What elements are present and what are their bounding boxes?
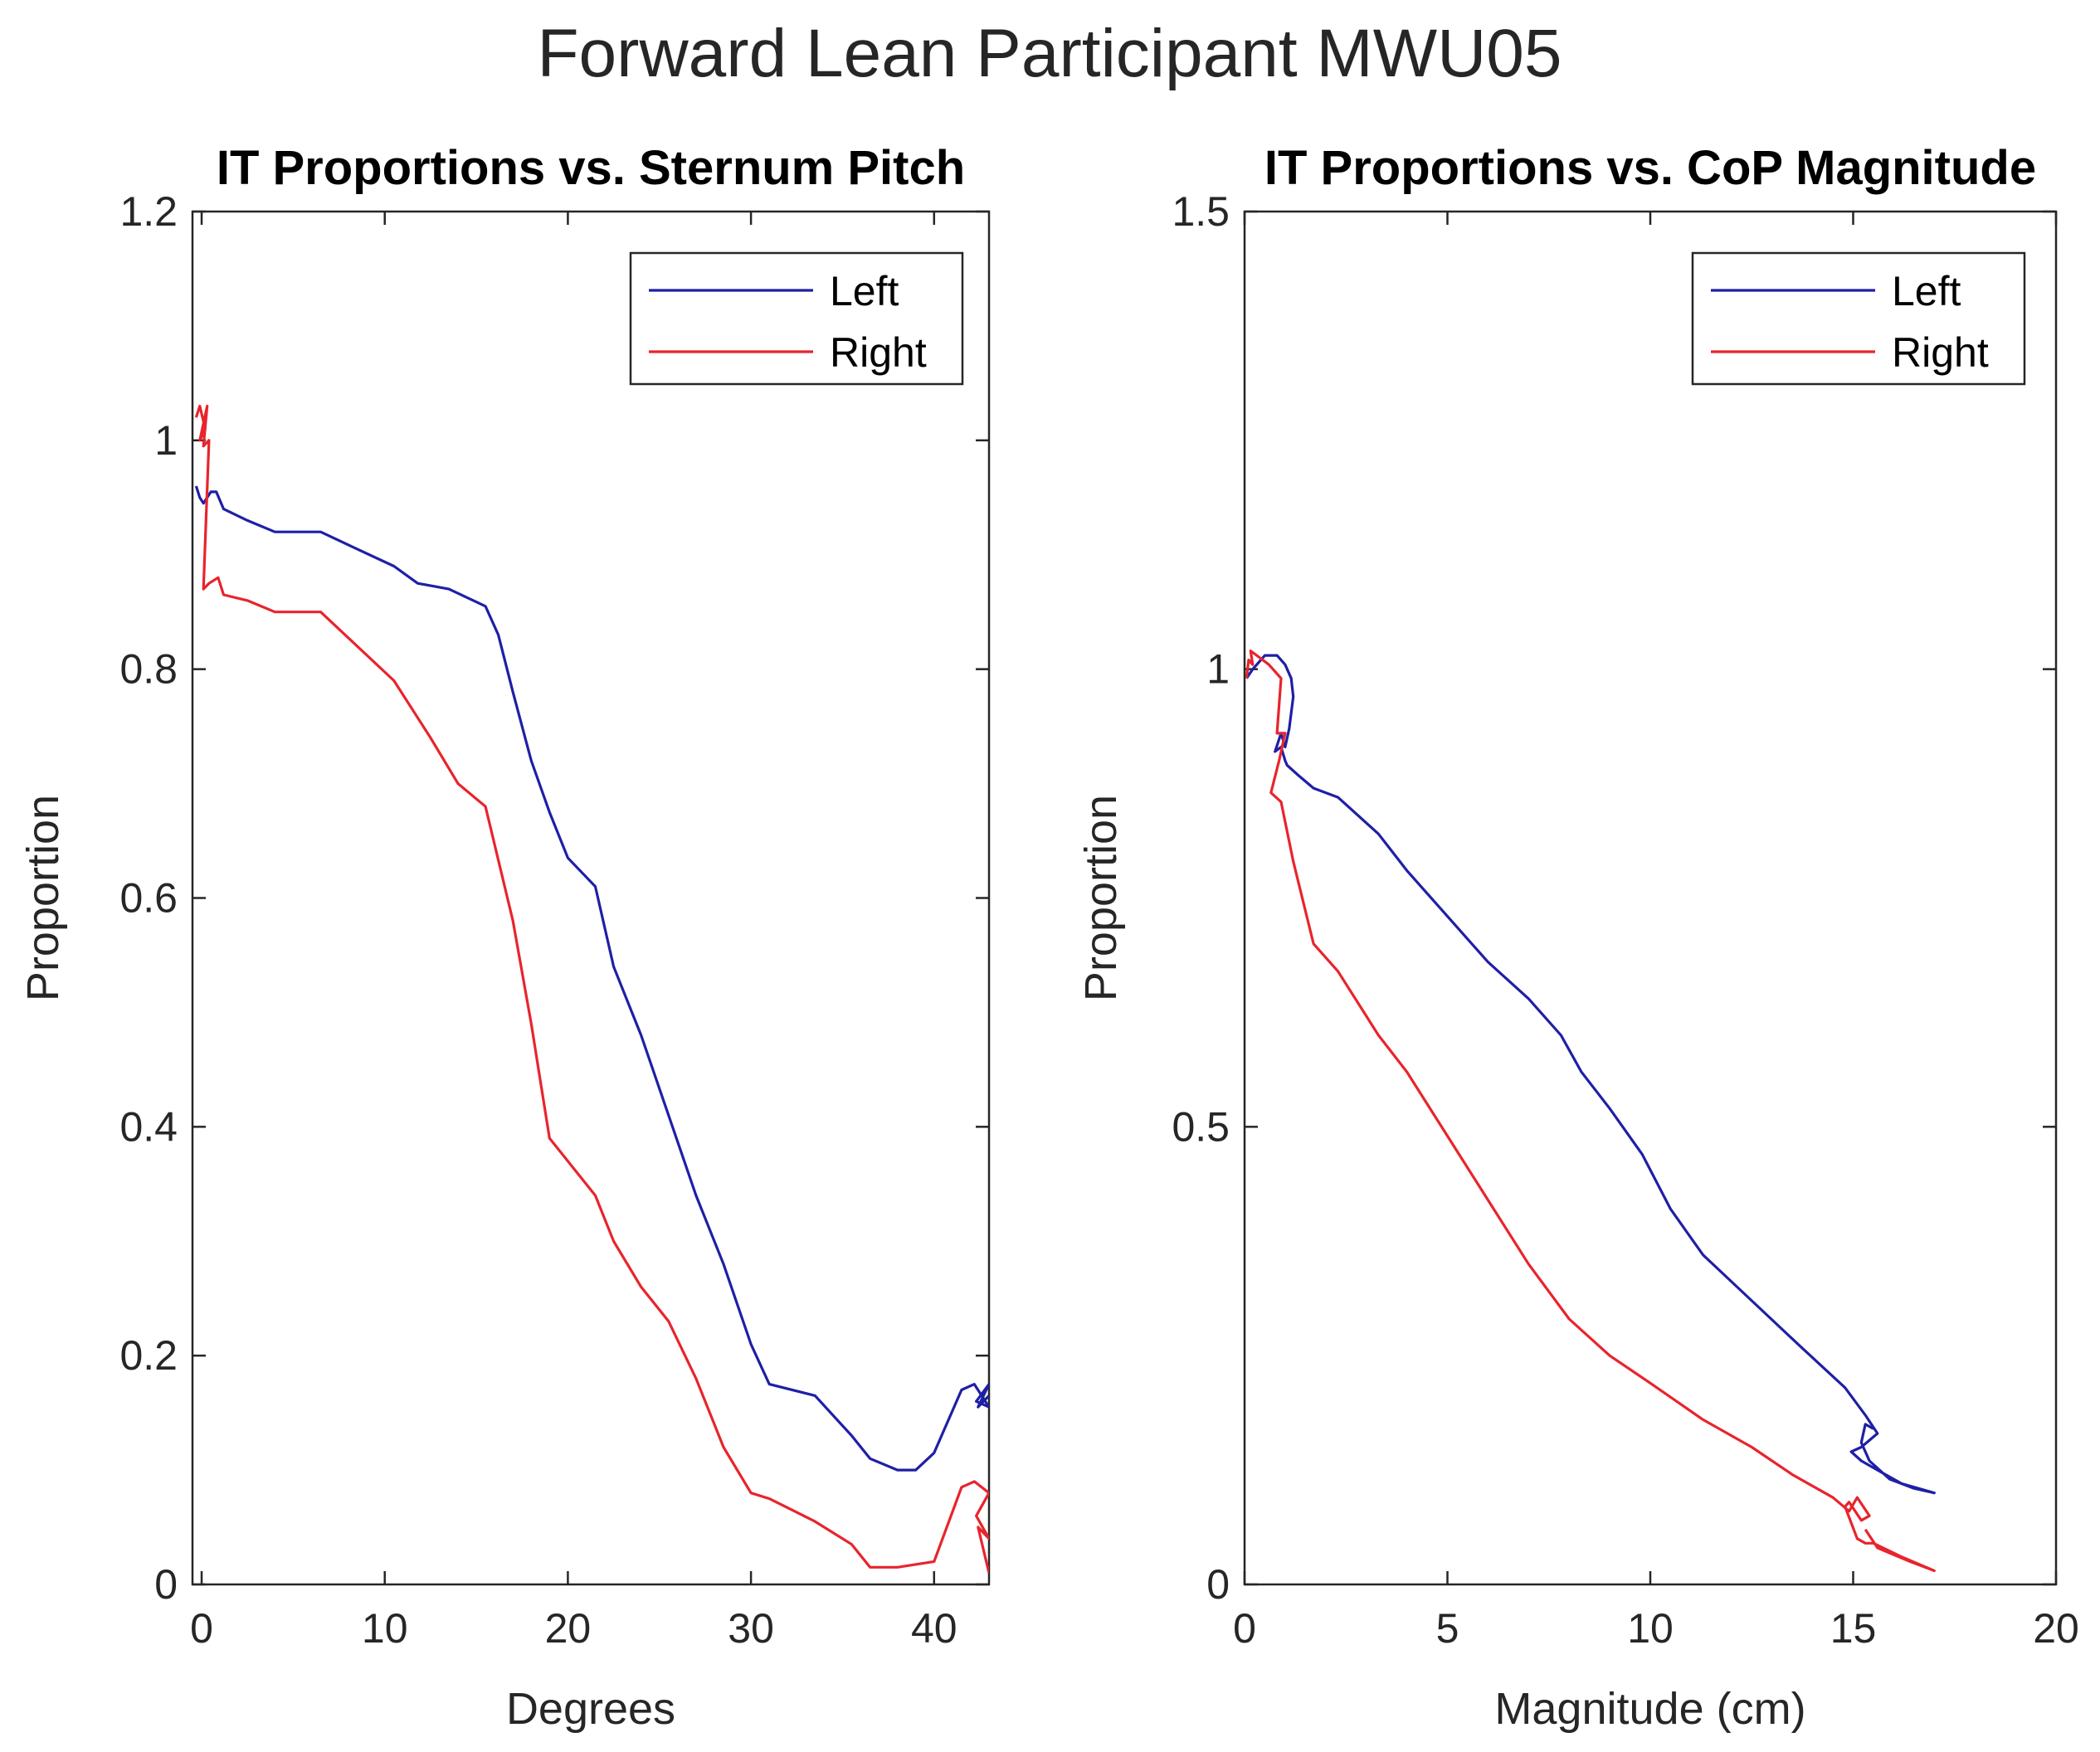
figure-title: Forward Lean Participant MWU05 xyxy=(537,16,1562,91)
chart-sternum-pitch: 0 10 20 30 40 0 0.2 0.4 0.6 0.8 1 1.2 IT Proportions… xyxy=(18,141,991,1734)
chart-cop-magnitude: 0 5 10 15 20 0 0.5 1 1.5 IT Proportions vs. CoP M… xyxy=(1076,141,2079,1734)
y-tick-label: 0.8 xyxy=(119,646,178,693)
y-tick-label: 0.6 xyxy=(119,875,178,922)
y-tick-label: 1 xyxy=(154,417,178,464)
y-tick-label: 0.4 xyxy=(119,1103,178,1150)
y-tick-label: 0.5 xyxy=(1172,1103,1230,1150)
axes-title: IT Proportions vs. Sternum Pitch xyxy=(217,141,965,195)
legend-box xyxy=(629,251,964,386)
y-tick-label: 1.5 xyxy=(1172,188,1230,235)
x-axis-label: Degrees xyxy=(506,1684,675,1734)
axes-box xyxy=(1243,210,2058,1586)
x-tick-label: 10 xyxy=(1627,1605,1674,1652)
x-tick-label: 10 xyxy=(362,1605,408,1652)
y-tick-label: 1.2 xyxy=(119,188,178,235)
legend-label-right: Right xyxy=(1892,329,1989,376)
y-axis-label: Proportion xyxy=(1076,795,1126,1001)
plot-area xyxy=(1245,649,1936,1573)
series-line-right xyxy=(1245,649,1936,1573)
y-tick-label: 1 xyxy=(1206,646,1230,693)
y-tick-label: 0.2 xyxy=(119,1332,178,1379)
legend-label-right: Right xyxy=(830,329,927,376)
x-tick-label: 0 xyxy=(1233,1605,1256,1652)
y-axis-label: Proportion xyxy=(18,795,68,1001)
series-line-left xyxy=(1245,654,1936,1495)
x-tick-label: 20 xyxy=(2033,1605,2079,1652)
x-tick-label: 40 xyxy=(911,1605,957,1652)
series-line-right xyxy=(194,404,989,1574)
plot-area xyxy=(194,404,989,1574)
legend-label-left: Left xyxy=(830,268,899,314)
x-tick-label: 15 xyxy=(1830,1605,1877,1652)
axes-title: IT Proportions vs. CoP Magnitude xyxy=(1264,141,2036,195)
x-tick-label: 5 xyxy=(1436,1605,1459,1652)
x-tick-label: 20 xyxy=(545,1605,592,1652)
series-line-left xyxy=(194,485,989,1472)
x-tick-label: 30 xyxy=(728,1605,774,1652)
legend-box xyxy=(1691,251,2026,386)
x-tick-label: 0 xyxy=(190,1605,213,1652)
legend-label-left: Left xyxy=(1892,268,1961,314)
y-tick-label: 0 xyxy=(1206,1561,1230,1608)
x-axis-label: Magnitude (cm) xyxy=(1494,1684,1805,1734)
axes-box xyxy=(191,210,991,1586)
y-tick-label: 0 xyxy=(154,1561,178,1608)
